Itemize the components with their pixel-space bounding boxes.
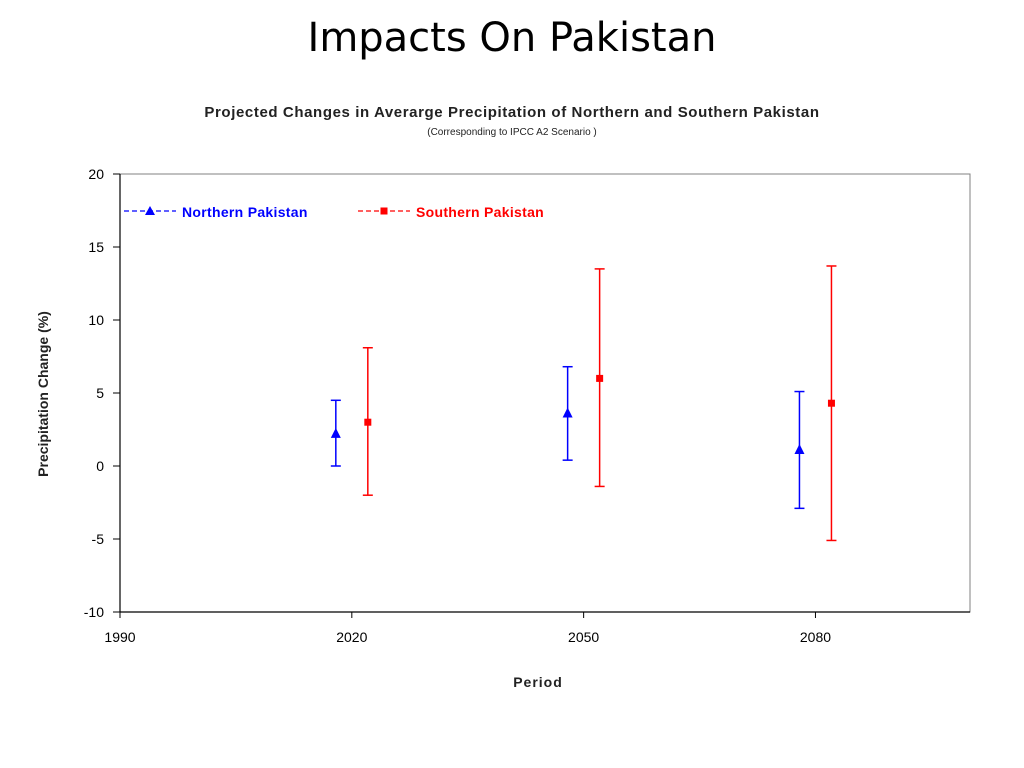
y-tick-label: -10	[84, 604, 104, 620]
data-point-square	[827, 399, 835, 407]
y-tick-label: 15	[88, 239, 104, 255]
x-tick-label: 2080	[800, 629, 831, 645]
plot-frame	[119, 173, 971, 613]
y-tick-label: 0	[96, 458, 104, 474]
y-tick-label: 20	[88, 166, 104, 182]
y-tick-label: 5	[96, 385, 104, 401]
chart-title: Projected Changes in Averarge Precipitat…	[204, 104, 819, 121]
legend-label: Southern Pakistan	[416, 204, 544, 220]
y-tick-label: -5	[92, 531, 105, 547]
x-tick-label: 1990	[104, 629, 135, 645]
legend-triangle-icon	[145, 206, 155, 215]
y-axis-label: Precipitation Change (%)	[35, 311, 51, 477]
slide-title: Impacts On Pakistan	[307, 15, 717, 61]
data-point-triangle	[330, 427, 341, 438]
data-point-triangle	[794, 443, 805, 454]
x-tick-label: 2050	[568, 629, 599, 645]
x-tick-label: 2020	[336, 629, 367, 645]
data-point-triangle	[562, 407, 573, 418]
legend-square-icon	[380, 207, 388, 215]
y-tick-label: 10	[88, 312, 104, 328]
data-point-square	[596, 374, 604, 382]
legend-label: Northern Pakistan	[182, 204, 308, 220]
legend-background	[122, 198, 584, 224]
x-axis-label: Period	[513, 674, 563, 690]
chart-subtitle: (Corresponding to IPCC A2 Scenario )	[427, 127, 597, 138]
data-point-square	[364, 418, 372, 426]
